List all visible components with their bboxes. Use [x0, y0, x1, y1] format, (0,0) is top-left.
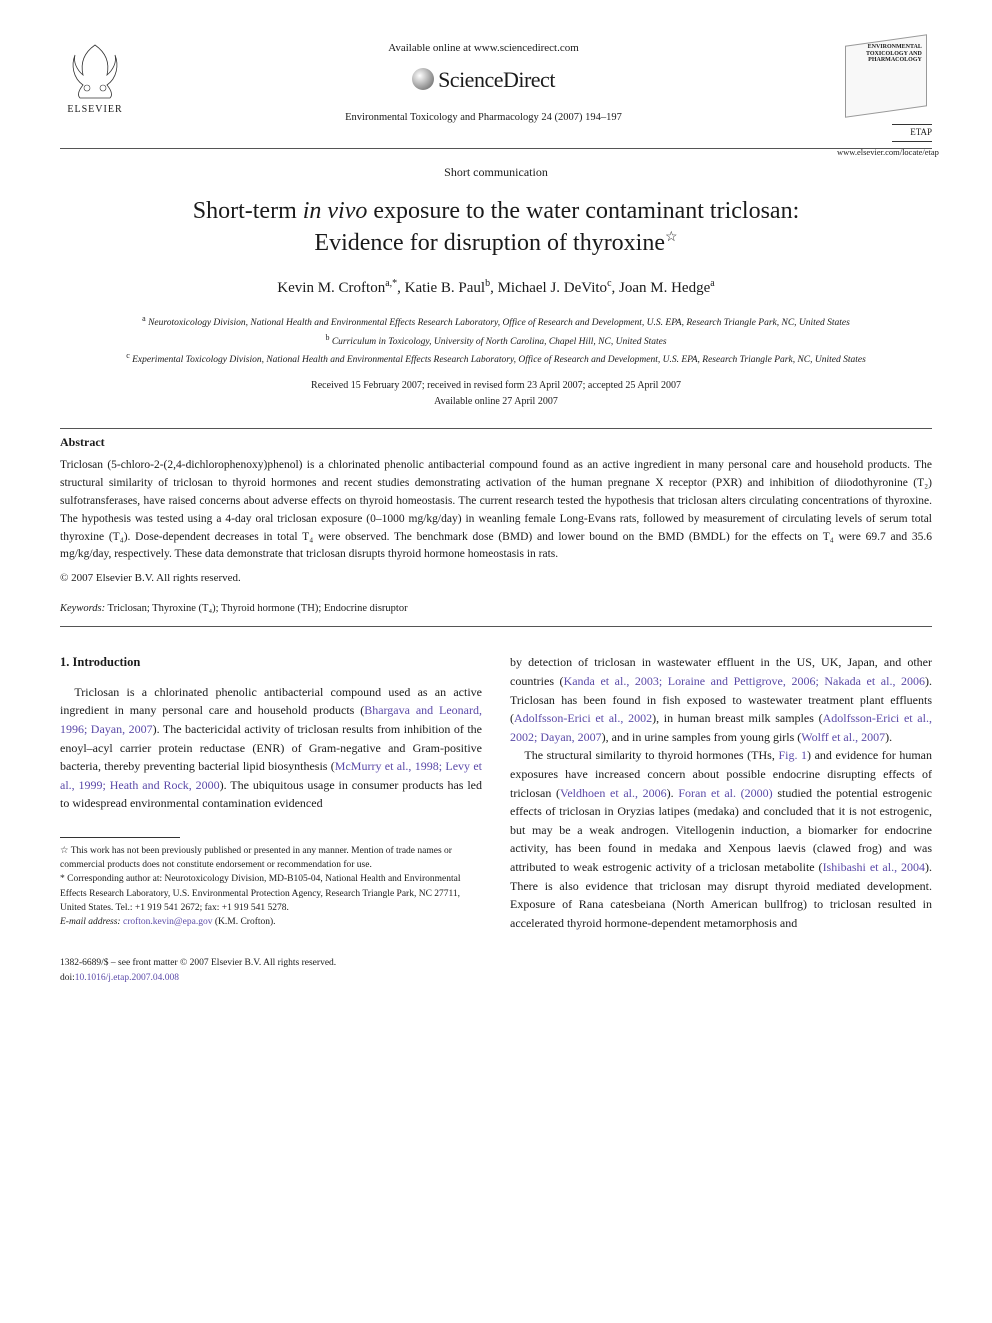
citation-link[interactable]: Wolff et al., 2007: [801, 730, 885, 744]
citation-link[interactable]: Kanda et al., 2003; Loraine and Pettigro…: [564, 674, 925, 688]
intro-paragraph-2: by detection of triclosan in wastewater …: [510, 653, 932, 746]
sciencedirect-label: ScienceDirect: [438, 63, 555, 96]
article-dates: Received 15 February 2007; received in r…: [60, 378, 932, 410]
journal-cover-box: ENVIRONMENTALTOXICOLOGY ANDPHARMACOLOGY: [845, 34, 927, 118]
author-4: Joan M. Hedge: [619, 280, 710, 296]
author-2: Katie B. Paul: [405, 280, 485, 296]
journal-url: www.elsevier.com/locate/etap: [837, 146, 932, 159]
intro-paragraph-3: The structural similarity to thyroid hor…: [510, 746, 932, 932]
journal-cover-title: ENVIRONMENTALTOXICOLOGY ANDPHARMACOLOGY: [866, 44, 922, 64]
etap-label: ETAP: [892, 124, 932, 142]
received-date: Received 15 February 2007; received in r…: [60, 378, 932, 394]
author-2-sup: b: [485, 278, 490, 289]
affiliation-a: a Neurotoxicology Division, National Hea…: [60, 313, 932, 331]
header-rule: [60, 148, 932, 149]
sciencedirect-logo: ScienceDirect: [150, 63, 817, 96]
affiliations: a Neurotoxicology Division, National Hea…: [60, 313, 932, 368]
abstract-bottom-rule: [60, 626, 932, 627]
footnote-divider: [60, 837, 180, 838]
citation-link[interactable]: Adolfsson-Erici et al., 2002: [514, 711, 652, 725]
keywords-list: Triclosan; Thyroxine (T₄); Thyroid hormo…: [108, 603, 408, 614]
footnote-email: E-mail address: crofton.kevin@epa.gov (K…: [60, 915, 482, 929]
elsevier-label: ELSEVIER: [67, 102, 122, 117]
abstract-top-rule: [60, 428, 932, 429]
author-1-sup: a,*: [385, 278, 397, 289]
keywords-label: Keywords:: [60, 603, 105, 614]
doi-link[interactable]: 10.1016/j.etap.2007.04.008: [75, 973, 179, 983]
footnote-star: ☆ This work has not been previously publ…: [60, 844, 482, 873]
footer-doi: doi:10.1016/j.etap.2007.04.008: [60, 971, 932, 985]
elsevier-logo: ELSEVIER: [60, 40, 130, 120]
title-footnote-star-icon: ☆: [665, 230, 678, 245]
author-3-sup: c: [607, 278, 611, 289]
title-line2: Evidence for disruption of thyroxine: [314, 230, 665, 256]
footer-copyright: 1382-6689/$ – see front matter © 2007 El…: [60, 956, 932, 970]
author-3: Michael J. DeVito: [498, 280, 608, 296]
intro-paragraph-1: Triclosan is a chlorinated phenolic anti…: [60, 683, 482, 813]
sciencedirect-ball-icon: [412, 68, 434, 90]
article-type: Short communication: [60, 163, 932, 181]
affiliation-c: c Experimental Toxicology Division, Nati…: [60, 350, 932, 368]
abstract-copyright: © 2007 Elsevier B.V. All rights reserved…: [60, 570, 932, 587]
title-line1: Short-term in vivo exposure to the water…: [193, 198, 799, 224]
author-4-sup: a: [710, 278, 714, 289]
page-header: ELSEVIER Available online at www.science…: [60, 40, 932, 140]
citation-link[interactable]: Ishibashi et al., 2004: [823, 860, 925, 874]
author-1: Kevin M. Crofton: [277, 280, 385, 296]
keywords: Keywords: Triclosan; Thyroxine (T₄); Thy…: [60, 601, 932, 617]
authors-list: Kevin M. Croftona,*, Katie B. Paulb, Mic…: [60, 276, 932, 300]
journal-cover: ENVIRONMENTALTOXICOLOGY ANDPHARMACOLOGY …: [837, 40, 932, 140]
available-date: Available online 27 April 2007: [60, 394, 932, 410]
citation-link[interactable]: Foran et al. (2000): [678, 786, 772, 800]
center-header: Available online at www.sciencedirect.co…: [130, 40, 837, 125]
email-link[interactable]: crofton.kevin@epa.gov: [123, 917, 212, 927]
elsevier-tree-icon: [65, 40, 125, 100]
article-title: Short-term in vivo exposure to the water…: [90, 195, 902, 260]
email-label: E-mail address:: [60, 917, 121, 927]
article-body: 1. Introduction Triclosan is a chlorinat…: [60, 653, 932, 932]
abstract-body: Triclosan (5-chloro-2-(2,4-dichloropheno…: [60, 457, 932, 564]
abstract-heading: Abstract: [60, 433, 932, 451]
section-1-heading: 1. Introduction: [60, 653, 482, 672]
citation-link[interactable]: Veldhoen et al., 2006: [560, 786, 667, 800]
footnote-corresponding: * Corresponding author at: Neurotoxicolo…: [60, 872, 482, 915]
available-online-text: Available online at www.sciencedirect.co…: [150, 40, 817, 57]
footnotes: ☆ This work has not been previously publ…: [60, 837, 482, 930]
page-footer: 1382-6689/$ – see front matter © 2007 El…: [60, 956, 932, 985]
affiliation-b: b Curriculum in Toxicology, University o…: [60, 332, 932, 350]
journal-reference: Environmental Toxicology and Pharmacolog…: [150, 110, 817, 126]
figure-link[interactable]: Fig. 1: [778, 748, 807, 762]
